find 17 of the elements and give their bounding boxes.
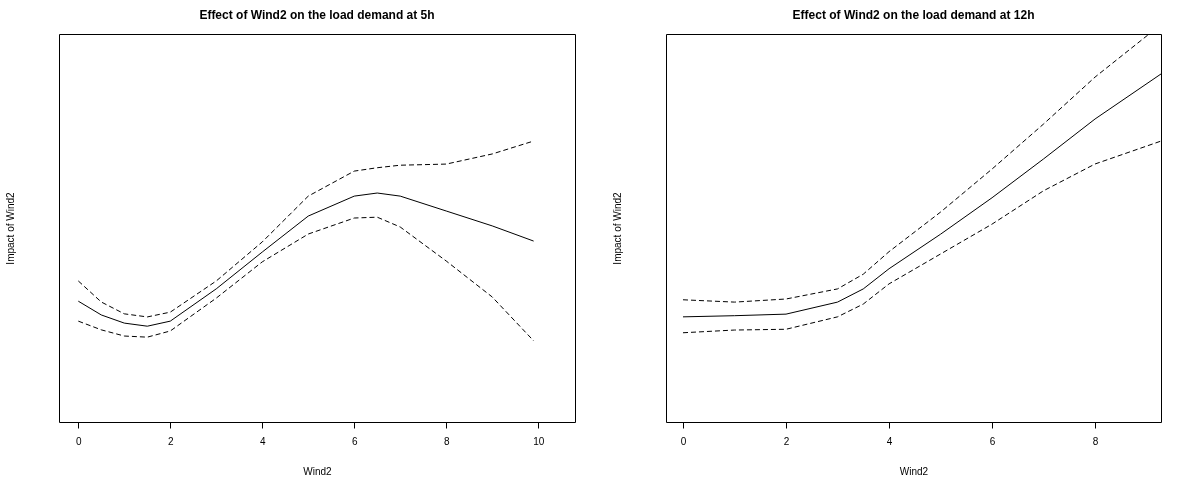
chart-title: Effect of Wind2 on the load demand at 5h [199,8,435,22]
x-axis-title: Wind2 [899,465,929,477]
y-axis-title: Impact of Wind2 [611,191,623,265]
y-axis-title: Impact of Wind2 [4,191,16,265]
x-tick-label: 8 [1092,435,1099,447]
x-tick-label: 0 [76,435,83,447]
x-tick-label: 4 [259,435,266,447]
x-tick-label: 6 [989,435,996,447]
x-axis-title: Wind2 [303,465,333,477]
x-tick-label: 4 [886,435,893,447]
x-tick-label: 2 [168,435,175,447]
chart-title: Effect of Wind2 on the load demand at 12h [792,8,1035,22]
x-tick-label: 2 [783,435,790,447]
x-tick-label: 6 [351,435,358,447]
x-tick-label: 8 [443,435,450,447]
x-tick-label: 0 [680,435,687,447]
x-tick-label: 10 [533,435,545,447]
